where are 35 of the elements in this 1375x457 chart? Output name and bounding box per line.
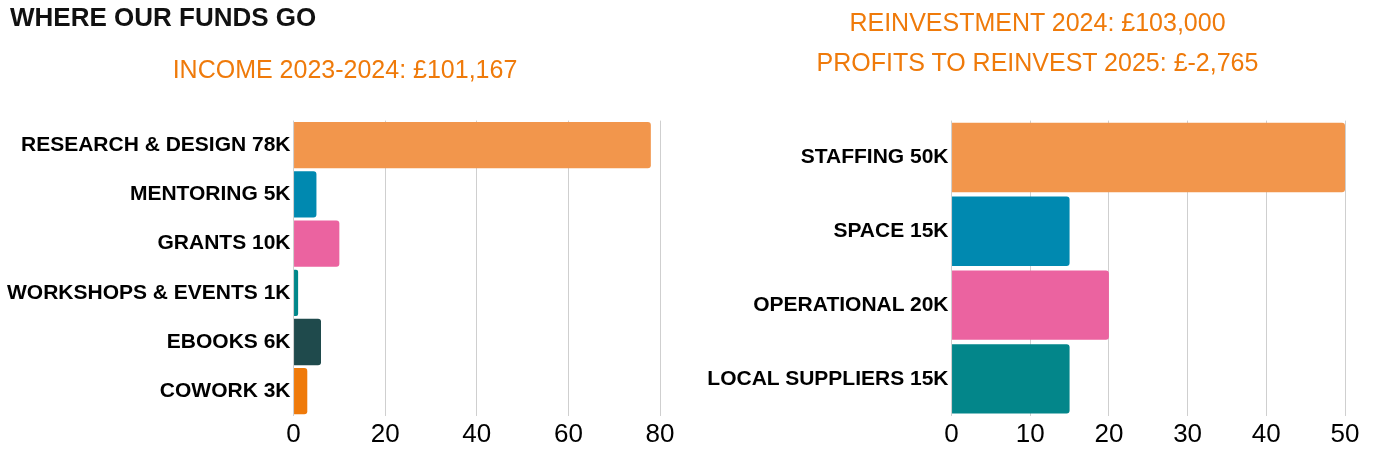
x-tick-label: 20 — [1094, 417, 1124, 448]
bar — [294, 220, 340, 267]
bar — [952, 196, 1070, 267]
bar — [294, 122, 651, 169]
x-tick-label: 30 — [1173, 417, 1203, 448]
bar — [294, 318, 322, 366]
bar — [952, 122, 1345, 193]
x-tick-label: 60 — [553, 417, 583, 448]
x-tick-label: 0 — [286, 417, 301, 448]
bar — [294, 368, 308, 415]
y-tick-label: RESEARCH & DESIGN 78K — [20, 132, 291, 155]
x-tick-label: 50 — [1330, 417, 1360, 448]
bar — [952, 270, 1109, 340]
y-tick-label: STAFFING 50K — [800, 144, 949, 168]
x-tick-label: 40 — [462, 417, 492, 448]
x-tick-label: 40 — [1251, 417, 1281, 448]
chart-subtitle: PROFITS TO REINVEST 2025: £-2,765 — [815, 48, 1260, 77]
y-tick-label: WORKSHOPS & EVENTS 1K — [6, 279, 291, 303]
chart-subtitle: INCOME 2023-2024: £101,167 — [171, 55, 519, 84]
y-tick-label: MENTORING 5K — [129, 181, 291, 205]
y-tick-label: LOCAL SUPPLIERS 15K — [707, 365, 949, 389]
y-tick-label: EBOOKS 6K — [166, 328, 291, 352]
chart-title: REINVESTMENT 2024: £103,000 — [848, 8, 1227, 37]
x-tick-label: 80 — [645, 417, 675, 448]
bar — [294, 269, 299, 316]
x-tick-label: 10 — [1015, 417, 1045, 448]
bar — [294, 171, 317, 218]
y-tick-label: SPACE 15K — [833, 218, 949, 242]
y-tick-label: COWORK 3K — [159, 378, 291, 401]
bar — [952, 344, 1070, 414]
chart-title: WHERE OUR FUNDS GO — [10, 2, 317, 33]
y-tick-label: GRANTS 10K — [157, 230, 291, 254]
y-tick-label: OPERATIONAL 20K — [753, 291, 949, 315]
x-tick-label: 20 — [370, 417, 400, 448]
x-tick-label: 0 — [944, 417, 959, 448]
